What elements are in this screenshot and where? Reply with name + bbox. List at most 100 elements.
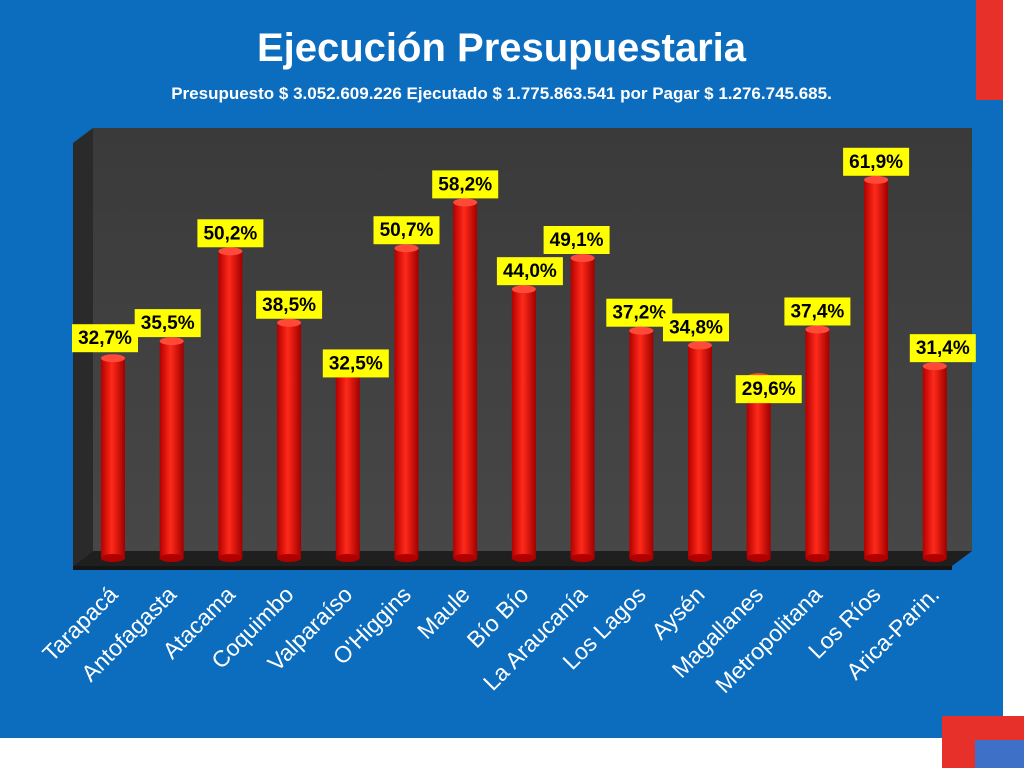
- data-label-box: [322, 349, 389, 378]
- data-label-box: [543, 225, 610, 254]
- data-label-box: [197, 219, 264, 248]
- bar-8: [511, 285, 536, 562]
- data-label-text: 35,5%: [141, 313, 195, 334]
- bar-base: [688, 554, 712, 562]
- data-label-5: 32,5%: [322, 349, 389, 378]
- bar-base: [159, 554, 184, 562]
- data-label-text: 44,0%: [503, 261, 557, 282]
- data-label-box: [843, 147, 910, 176]
- bar-base: [218, 554, 243, 562]
- data-label-15: 31,4%: [909, 334, 976, 363]
- bar-body: [629, 330, 654, 558]
- bar-body: [159, 341, 184, 558]
- bar-body: [511, 289, 536, 558]
- data-label-text: 29,6%: [742, 379, 796, 400]
- bar-base: [570, 554, 595, 562]
- bar-cap: [394, 244, 419, 253]
- bar-11: [688, 341, 712, 562]
- data-label-text: 50,2%: [203, 223, 257, 244]
- bar-5: [335, 355, 360, 562]
- bar-body: [335, 359, 360, 558]
- bar-base: [394, 554, 419, 562]
- data-label-9: 49,1%: [543, 225, 610, 254]
- bar-cap: [864, 175, 889, 184]
- accent-block-bottom: [975, 740, 1024, 768]
- data-label-7: 58,2%: [432, 170, 499, 199]
- bar-cap: [688, 341, 712, 350]
- data-label-14: 61,9%: [843, 147, 910, 176]
- data-label-1: 32,7%: [72, 324, 138, 353]
- bar-body: [746, 377, 771, 558]
- data-label-text: 37,2%: [612, 303, 666, 324]
- data-label-text: 50,7%: [380, 220, 434, 241]
- bar-base: [864, 554, 889, 562]
- data-label-box: [134, 309, 201, 338]
- bar-13: [805, 325, 830, 562]
- bar-cap: [511, 285, 536, 294]
- bar-1: [101, 354, 125, 562]
- bar-6: [394, 244, 419, 562]
- data-label-box: [909, 334, 976, 363]
- data-label-11: 34,8%: [663, 313, 729, 342]
- bar-body: [864, 179, 889, 558]
- bar-7: [453, 198, 478, 562]
- data-label-3: 50,2%: [197, 219, 264, 248]
- bar-base: [277, 554, 302, 562]
- data-label-text: 32,7%: [78, 328, 132, 349]
- data-label-box: [606, 298, 673, 327]
- data-label-box: [496, 257, 563, 286]
- bar-2: [159, 337, 184, 562]
- data-label-text: 38,5%: [262, 295, 316, 316]
- data-label-6: 50,7%: [373, 216, 440, 245]
- data-label-12: 29,6%: [735, 375, 802, 404]
- bar-body: [101, 358, 125, 558]
- bar-base: [746, 554, 771, 562]
- bar-cap: [629, 326, 654, 335]
- data-label-2: 35,5%: [134, 309, 201, 338]
- bar-body: [922, 366, 947, 558]
- data-label-text: 31,4%: [916, 338, 970, 359]
- bar-cap: [805, 325, 830, 334]
- data-label-box: [72, 324, 138, 353]
- bar-cap: [159, 337, 184, 346]
- bar-cap: [218, 247, 243, 256]
- bar-base: [101, 554, 125, 562]
- data-label-text: 61,9%: [849, 152, 903, 173]
- bar-cap: [922, 362, 947, 371]
- bar-body: [218, 251, 243, 558]
- bar-10: [629, 326, 654, 562]
- bar-body: [277, 322, 302, 558]
- bar-15: [922, 362, 947, 562]
- bar-body: [688, 345, 712, 558]
- plot-floor-edge: [73, 566, 952, 570]
- bar-base: [453, 554, 478, 562]
- bar-body: [805, 329, 830, 558]
- data-label-box: [432, 170, 499, 199]
- data-label-text: 49,1%: [550, 230, 604, 251]
- data-label-4: 38,5%: [256, 290, 323, 319]
- bar-base: [511, 554, 536, 562]
- bar-base: [922, 554, 947, 562]
- data-label-8: 44,0%: [496, 257, 563, 286]
- bar-cap: [101, 354, 125, 363]
- data-label-text: 32,5%: [329, 353, 383, 374]
- bar-base: [335, 554, 360, 562]
- slide-title: Ejecución Presupuestaria: [256, 26, 747, 70]
- data-label-box: [373, 216, 440, 245]
- bar-base: [629, 554, 654, 562]
- bar-chart: 32,7% 35,5% 50,2% 38,5% 32,5% 50,7% 58,2% 44,0%…: [37, 128, 976, 698]
- slide-subtitle: Presupuesto $ 3.052.609.226 Ejecutado $ …: [171, 84, 832, 103]
- bar-14: [864, 175, 889, 562]
- bar-cap: [277, 318, 302, 327]
- data-label-box: [735, 375, 802, 404]
- accent-divider: [1003, 0, 1010, 100]
- bar-3: [218, 247, 243, 562]
- data-label-text: 34,8%: [669, 317, 723, 338]
- bar-cap: [453, 198, 478, 207]
- bar-base: [805, 554, 830, 562]
- data-label-13: 37,4%: [784, 297, 851, 326]
- data-label-10: 37,2%: [606, 298, 673, 327]
- bar-cap: [570, 253, 595, 262]
- bar-body: [394, 248, 419, 558]
- data-label-text: 37,4%: [790, 301, 844, 322]
